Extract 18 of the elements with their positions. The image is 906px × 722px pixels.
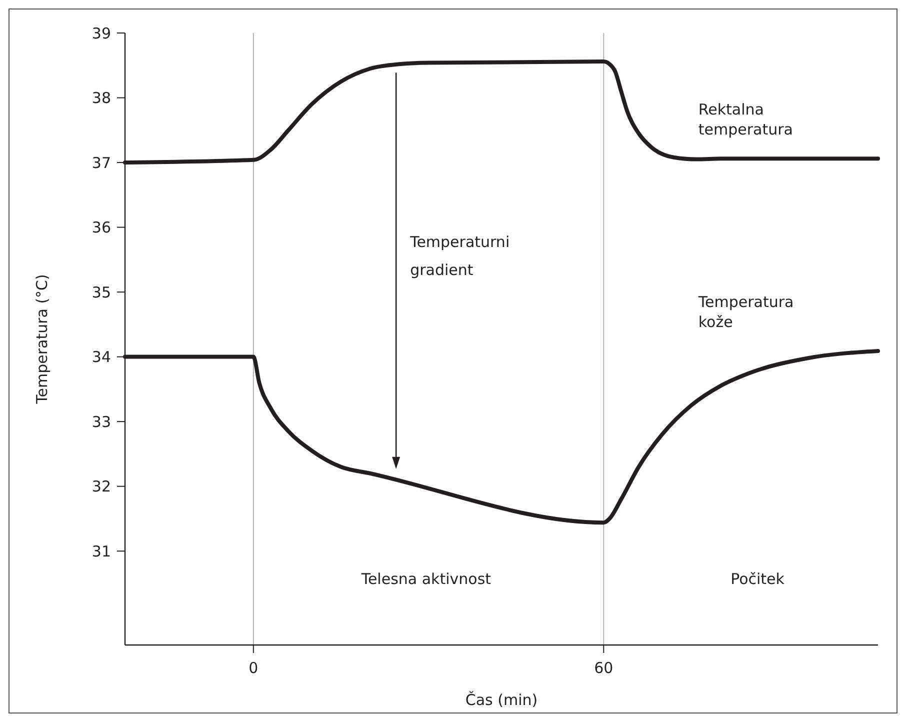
y-tick-label: 31 xyxy=(92,542,111,560)
x-tick-label: 0 xyxy=(248,659,258,677)
y-tick-label: 37 xyxy=(92,154,111,172)
y-tick-label: 36 xyxy=(92,218,111,237)
annotation: Temperaturni gradient xyxy=(409,233,510,280)
y-tick-label: 33 xyxy=(92,412,111,431)
x-tick-label: 60 xyxy=(594,659,614,677)
y-tick-label: 32 xyxy=(92,478,111,496)
series-label: Rektalna temperatura xyxy=(698,100,793,139)
y-tick-label: 39 xyxy=(92,24,111,42)
series-label: Temperatura kože xyxy=(697,292,794,331)
y-tick-label: 38 xyxy=(92,89,111,108)
annotation: Telesna aktivnost xyxy=(360,570,492,588)
y-tick-label: 34 xyxy=(92,348,111,366)
x-axis-title: Čas (min) xyxy=(465,691,538,709)
annotation: Počitek xyxy=(730,570,785,588)
y-tick-label: 35 xyxy=(92,283,111,302)
y-axis-title: Temperatura (°C) xyxy=(33,274,51,405)
